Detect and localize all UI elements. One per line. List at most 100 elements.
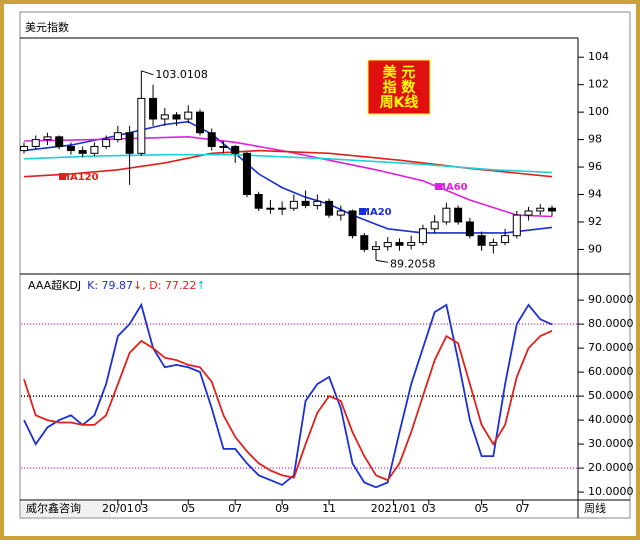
k-text: K: 79.87: [87, 279, 133, 292]
candle-body: [43, 136, 52, 141]
candle-body: [442, 207, 451, 223]
x-tick-label: 03: [422, 502, 436, 515]
legend-label: MA60: [436, 182, 468, 193]
candle-body: [266, 207, 275, 210]
y-tick-label: 50.0000: [588, 389, 634, 402]
footer-left: 威尔鑫咨询: [26, 501, 81, 515]
candle-body: [31, 139, 40, 147]
annotation: 89.2058: [390, 257, 436, 270]
kdj-name: AAA超KDJ: [28, 278, 81, 292]
candle-body: [55, 136, 64, 147]
badge-line: 周K线: [380, 94, 419, 111]
x-tick-label: 07: [228, 502, 242, 515]
legend-swatch: [435, 183, 442, 190]
y-tick-label: 30.0000: [588, 437, 634, 450]
candle-body: [254, 193, 263, 209]
candle-body: [548, 207, 556, 212]
badge-box: [367, 59, 431, 115]
candle-body: [407, 242, 416, 246]
candle-body: [242, 152, 251, 195]
legend-label: MA120: [60, 172, 99, 183]
k-arrow: ↓: [133, 279, 142, 292]
candle-body: [512, 214, 521, 237]
candle-body: [90, 145, 99, 154]
candle-body: [325, 200, 334, 216]
d-text: , D: 77.22: [142, 279, 196, 292]
y-tick-label: 92: [588, 215, 602, 228]
ma-line: [23, 153, 553, 174]
footer-box: [21, 501, 111, 517]
candle-body: [289, 200, 298, 209]
x-tick-label: 05: [475, 502, 489, 515]
candle-body: [149, 97, 158, 120]
annotation-arrow: [375, 259, 389, 263]
x-tick-label: 05: [181, 502, 195, 515]
candle-body: [336, 210, 345, 216]
x-tick-label: 20/01: [102, 502, 134, 515]
candle-body: [360, 235, 369, 250]
legend-swatch: [359, 208, 366, 215]
candle-body: [66, 145, 75, 152]
badge-line: 指 数: [383, 79, 417, 96]
legend-swatch: [59, 173, 66, 180]
y-tick-label: 20.0000: [588, 461, 634, 474]
y-tick-label: 70.0000: [588, 341, 634, 354]
candle-body: [278, 207, 287, 210]
panel-frame: [19, 11, 631, 519]
x-tick-label: 03: [134, 502, 148, 515]
candle-body: [536, 207, 545, 212]
candle-body: [477, 235, 486, 246]
candle-body: [113, 132, 122, 141]
candle-body: [489, 242, 498, 246]
candle-body: [137, 97, 146, 154]
x-tick-label: 11: [322, 502, 336, 515]
kdj-line: [23, 302, 553, 489]
d-arrow: ↑: [196, 279, 205, 292]
candle-body: [313, 200, 322, 206]
candle-body: [430, 221, 439, 230]
candle-body: [465, 221, 474, 237]
badge-line: 美 元: [383, 64, 416, 81]
candle-body: [125, 132, 134, 154]
x-tick-label: 09: [275, 502, 289, 515]
candle-body: [20, 145, 28, 152]
candle-body: [418, 228, 427, 244]
candle-body: [501, 235, 510, 244]
candle-body: [207, 132, 216, 147]
kdj-header: AAA超KDJ K: 79.87↓, D: 77.22↑: [28, 278, 206, 292]
kdj-line: [23, 329, 553, 482]
candle-body: [454, 207, 463, 223]
y-tick-label: 90.0000: [588, 293, 634, 306]
annotation-arrow: [141, 70, 154, 76]
y-tick-label: 102: [588, 78, 609, 91]
candle-body: [524, 210, 533, 216]
y-tick-label: 94: [588, 187, 602, 200]
candle-body: [372, 246, 380, 250]
candle-body: [395, 242, 404, 246]
y-tick-label: 90: [588, 242, 602, 255]
candle-body: [102, 139, 111, 147]
y-tick-label: 10.0000: [588, 485, 634, 498]
x-tick-label: 07: [516, 502, 530, 515]
y-tick-label: 98: [588, 133, 602, 146]
y-tick-label: 80.0000: [588, 317, 634, 330]
candle-body: [78, 150, 87, 154]
candle-body: [301, 200, 310, 206]
y-tick-label: 100: [588, 105, 609, 118]
candle-body: [160, 114, 169, 120]
candle-body: [231, 145, 240, 154]
x-tick-label: 2021/01: [371, 502, 417, 515]
candle-body: [172, 114, 181, 120]
footer-right: 周线: [584, 501, 606, 515]
candle-body: [383, 242, 392, 248]
candle-body: [184, 111, 193, 120]
chart-title: 美元指数: [25, 20, 69, 34]
legend-label: MA20: [360, 207, 392, 218]
y-tick-label: 96: [588, 160, 602, 173]
y-tick-label: 60.0000: [588, 365, 634, 378]
y-tick-label: 104: [588, 50, 609, 63]
candle-body: [196, 111, 204, 134]
annotation: 103.0108: [155, 68, 208, 81]
candle-body: [348, 210, 357, 237]
